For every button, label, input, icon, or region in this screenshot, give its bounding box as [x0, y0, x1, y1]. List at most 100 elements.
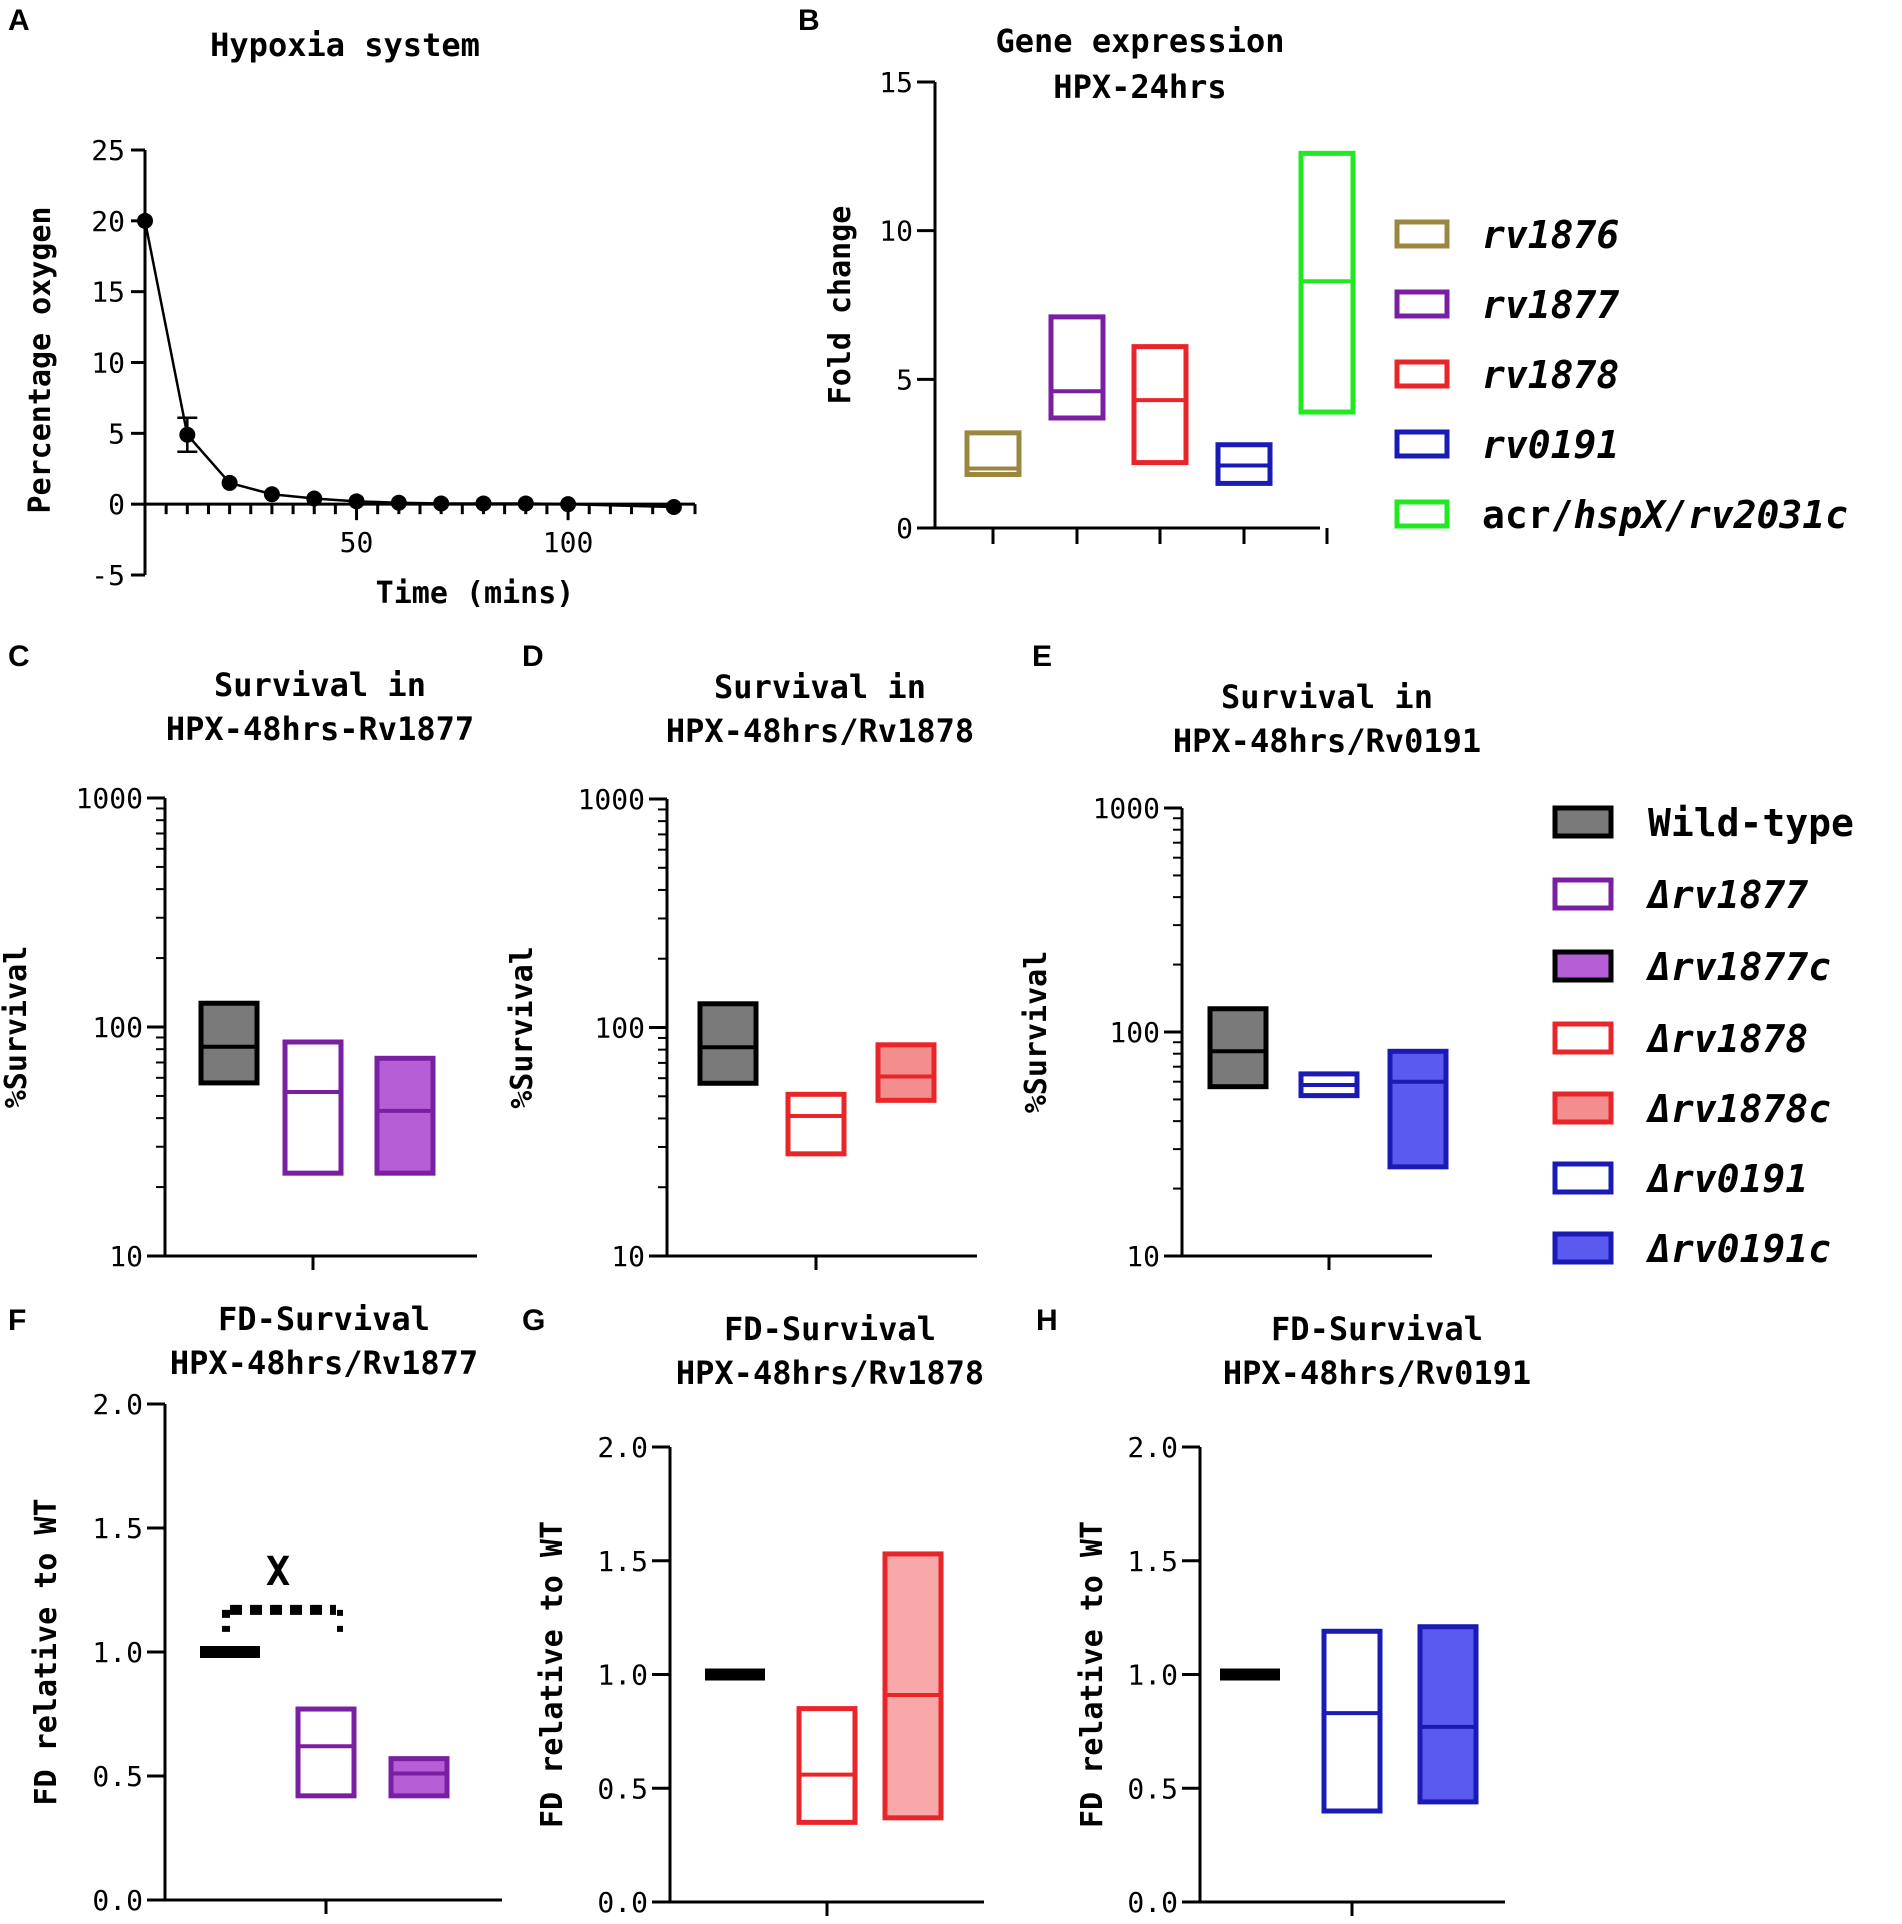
chart-b-legend-swatch-acr-hspx-rv2031c — [1394, 499, 1450, 529]
chart-f-ylabel: FD relative to WT — [29, 1498, 64, 1805]
panel-label-a: A — [8, 4, 30, 37]
chart-b-ytick-label: 10 — [879, 215, 913, 248]
panel-label-g: G — [522, 1304, 545, 1337]
chart-e-ylabel: %Survival — [1019, 951, 1054, 1114]
chart-a-point — [306, 490, 323, 507]
chart-b-ytick-label: 15 — [879, 66, 913, 99]
chart-f-subtitle: HPX-48hrs/Rv1877 — [170, 1344, 478, 1382]
chart-g-ylabel: FD relative to WT — [535, 1521, 570, 1828]
chart-f-ytick-label: 1.5 — [92, 1512, 143, 1545]
chart-c-ytick-label: 100 — [92, 1011, 143, 1044]
chart-b-legend-swatch-rv0191 — [1394, 429, 1450, 459]
chart-e-subtitle: HPX-48hrs/Rv0191 — [1173, 722, 1481, 760]
chart-b-legend-label-part: hspX/rv2031c — [1574, 493, 1849, 537]
chart-b-subtitle: HPX-24hrs — [1053, 68, 1226, 106]
chart-d-bar-wild-type — [697, 1001, 759, 1086]
chart-h-subtitle: HPX-48hrs/Rv0191 — [1223, 1354, 1531, 1392]
chart-h-ytick-label: 0.0 — [1127, 1886, 1178, 1919]
chart-a-ytick-label: 5 — [108, 417, 125, 450]
legend-label-delta-rv1878: Δrv1878 — [1645, 1017, 1808, 1061]
chart-h-bar-delta-rv0191c — [1417, 1624, 1479, 1805]
panel-label-f: F — [8, 1304, 26, 1337]
chart-a-point — [560, 496, 577, 513]
chart-g-bar-delta-rv1878 — [796, 1706, 858, 1825]
chart-h-ytick-label: 1.5 — [1127, 1545, 1178, 1578]
chart-a-point — [665, 499, 682, 515]
legend-label-delta-rv1878c: Δrv1878c — [1645, 1087, 1831, 1131]
legend-swatch-delta-rv1877 — [1552, 877, 1614, 911]
chart-g-title: FD-Survival — [724, 1310, 936, 1348]
panel-label-b: B — [798, 4, 820, 37]
chart-a-point — [179, 426, 196, 443]
chart-a-ytick-label: 0 — [108, 488, 125, 521]
legend-swatch-delta-rv0191c — [1552, 1231, 1614, 1265]
panel-label-e: E — [1032, 640, 1052, 673]
chart-d-title: Survival in — [714, 668, 926, 706]
chart-d-subtitle: HPX-48hrs/Rv1878 — [666, 712, 974, 750]
legend-swatch-delta-rv1878 — [1552, 1021, 1614, 1055]
legend-swatch-delta-rv0191 — [1552, 1161, 1614, 1195]
chart-g-bar-delta-rv1878c — [882, 1551, 944, 1821]
chart-b-bar-rv1878 — [1131, 344, 1189, 466]
chart-b-legend-label-acr-hspx-rv2031c: acr/hspX/rv2031c — [1482, 493, 1848, 537]
chart-f-ytick-label: 2.0 — [92, 1388, 143, 1421]
chart-h-title: FD-Survival — [1271, 1310, 1483, 1348]
legend-swatch-delta-rv1878c — [1552, 1091, 1614, 1125]
chart-a-point — [475, 495, 492, 512]
chart-b-legend-label-part: acr/ — [1482, 493, 1574, 537]
chart-b-legend-swatch-rv1877 — [1394, 289, 1450, 319]
chart-g-subtitle: HPX-48hrs/Rv1878 — [676, 1354, 984, 1392]
chart-d-bar-delta-rv1878c — [875, 1042, 937, 1103]
chart-b-bar-rv1877 — [1048, 314, 1106, 421]
chart-h-bar-delta-rv0191 — [1321, 1628, 1383, 1814]
panel-label-d: D — [522, 640, 544, 673]
legend-swatch-delta-rv1877c — [1552, 949, 1614, 983]
chart-b-ytick-label: 5 — [896, 363, 913, 396]
chart-b-legend-label-rv1878: rv1878 — [1482, 353, 1619, 397]
chart-h-ytick-label: 1.0 — [1127, 1659, 1178, 1692]
chart-a-point — [263, 486, 280, 503]
chart-e-ytick-label: 10 — [1126, 1240, 1160, 1273]
chart-c-ytick-label: 10 — [109, 1240, 143, 1273]
legend-label-delta-rv1877: Δrv1877 — [1645, 873, 1808, 917]
chart-g-ytick-label: 1.5 — [597, 1545, 648, 1578]
chart-g-bar-wild-type — [705, 1668, 765, 1681]
chart-a-point — [137, 212, 153, 229]
chart-f-bar-delta-rv1877 — [295, 1706, 357, 1799]
chart-a-ytick-label: 15 — [91, 276, 125, 309]
chart-a-ytick-label: 25 — [91, 134, 125, 167]
chart-a-ytick-label: -5 — [91, 559, 125, 592]
chart-h-ytick-label: 2.0 — [1127, 1431, 1178, 1464]
chart-a-xtick-label: 50 — [340, 526, 374, 559]
chart-f-ytick-label: 0.5 — [92, 1760, 143, 1793]
legend-label-delta-rv0191c: Δrv0191c — [1645, 1227, 1831, 1271]
chart-f-bar-wild-type — [200, 1646, 260, 1658]
chart-a-ytick-label: 10 — [91, 347, 125, 380]
chart-e-title: Survival in — [1221, 678, 1433, 716]
chart-a-xlabel: Time (mins) — [376, 576, 575, 611]
chart-a-point — [221, 474, 238, 491]
chart-a-title: Hypoxia system — [210, 26, 480, 64]
chart-a-point — [433, 495, 450, 512]
chart-b-ytick-label: 0 — [896, 512, 913, 545]
chart-d-ytick-label: 1000 — [578, 783, 645, 816]
panel-label-h: H — [1036, 1304, 1058, 1337]
chart-d-ytick-label: 10 — [611, 1240, 645, 1273]
chart-a-ylabel: Percentage oxygen — [23, 206, 58, 513]
chart-d-ytick-label: 100 — [594, 1012, 645, 1045]
chart-f-bar-delta-rv1877c — [388, 1756, 450, 1799]
chart-a-point — [390, 494, 407, 511]
chart-c-title: Survival in — [214, 666, 426, 704]
chart-c-bar-delta-rv1877 — [282, 1039, 344, 1176]
chart-a-point — [517, 495, 534, 512]
chart-d-ylabel: %Survival — [505, 946, 540, 1109]
chart-f-title: FD-Survival — [218, 1300, 430, 1338]
chart-e-bar-delta-rv0191c — [1387, 1048, 1449, 1170]
legend-label-wild-type: Wild-type — [1648, 801, 1854, 845]
chart-f-ytick-label: 0.0 — [92, 1884, 143, 1917]
chart-b-bar-rv1876 — [964, 430, 1022, 477]
chart-c-ylabel: %Survival — [0, 946, 34, 1109]
chart-a-point — [348, 493, 365, 510]
panel-label-c: C — [8, 640, 30, 673]
